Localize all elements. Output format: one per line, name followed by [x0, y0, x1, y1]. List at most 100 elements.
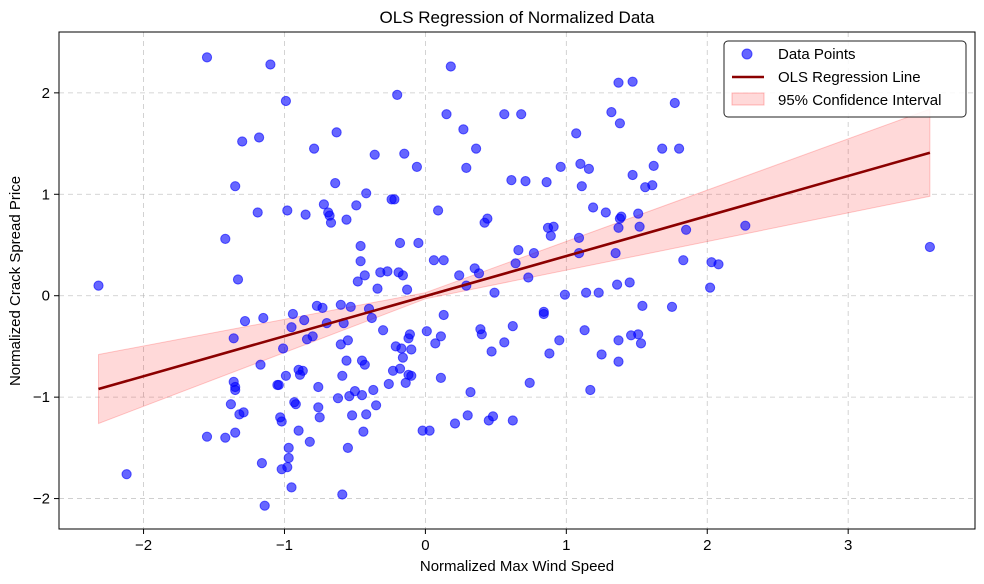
data-point: [293, 425, 304, 436]
data-point: [406, 344, 417, 355]
regression-line: [98, 151, 931, 391]
data-point: [335, 299, 346, 310]
data-point: [378, 325, 389, 336]
data-point: [548, 221, 559, 232]
data-point: [428, 255, 439, 266]
data-point: [579, 325, 590, 336]
data-point: [238, 407, 249, 418]
data-point: [358, 426, 369, 437]
data-point: [258, 312, 269, 324]
data-point: [541, 177, 552, 188]
data-point: [121, 469, 132, 480]
data-point: [454, 270, 465, 281]
data-point: [278, 343, 289, 354]
data-point: [507, 321, 518, 332]
data-point: [201, 431, 213, 442]
data-point: [613, 77, 624, 88]
data-point: [510, 258, 521, 269]
data-point: [239, 316, 251, 327]
data-point: [361, 188, 372, 199]
data-point: [309, 143, 320, 154]
data-point: [554, 335, 565, 346]
data-point: [252, 207, 263, 218]
data-point: [313, 381, 324, 393]
data-point: [499, 337, 510, 348]
regression-line-layer: [98, 151, 931, 391]
data-point: [273, 379, 284, 391]
data-point: [369, 149, 380, 160]
data-point: [283, 442, 294, 453]
y-tick-label: 0: [42, 288, 50, 305]
data-point: [313, 402, 324, 413]
data-point: [361, 409, 372, 420]
data-point: [614, 118, 626, 129]
data-point: [228, 333, 239, 344]
data-point: [433, 205, 444, 216]
data-point: [342, 335, 353, 346]
data-point: [524, 377, 535, 388]
data-point: [520, 176, 531, 187]
y-axis-title: Normalized Crack Spread Price: [7, 176, 24, 386]
data-point: [318, 199, 329, 210]
plot-frame: [58, 31, 976, 530]
data-point: [637, 300, 648, 311]
data-point: [489, 287, 500, 298]
data-point: [397, 270, 408, 281]
data-point: [383, 378, 394, 390]
x-tick-label: −1: [276, 537, 293, 554]
data-point: [449, 418, 461, 429]
data-point: [435, 331, 446, 342]
x-tick-label: 1: [562, 537, 570, 554]
data-point: [282, 462, 293, 473]
x-tick-label: 3: [844, 537, 852, 554]
data-point: [359, 359, 370, 370]
data-point: [201, 52, 213, 63]
y-tick-label: −1: [33, 389, 50, 406]
data-point: [404, 329, 415, 340]
data-point: [225, 399, 236, 410]
x-tick-label: 0: [421, 537, 429, 554]
data-point: [392, 89, 403, 101]
data-point: [286, 482, 297, 493]
data-point: [413, 237, 424, 249]
data-point: [402, 284, 413, 295]
data-point: [230, 427, 241, 438]
data-point: [255, 359, 266, 370]
data-point: [299, 315, 310, 326]
data-point: [513, 245, 524, 256]
data-point: [555, 161, 566, 172]
data-point: [356, 390, 368, 401]
data-point: [265, 59, 276, 70]
data-point: [372, 283, 383, 294]
data-point: [613, 222, 624, 233]
data-point: [389, 194, 400, 205]
data-point: [280, 370, 291, 381]
data-point: [681, 224, 692, 235]
data-point: [633, 329, 644, 340]
data-point: [314, 412, 325, 423]
data-point: [486, 346, 497, 357]
data-point: [337, 489, 348, 500]
data-point: [359, 270, 370, 281]
data-point: [596, 349, 607, 360]
data-point: [674, 143, 685, 154]
data-point: [571, 128, 582, 139]
data-point: [507, 415, 518, 426]
data-point: [593, 287, 604, 298]
data-point: [283, 452, 294, 464]
y-tick-label: 1: [42, 186, 50, 203]
data-point: [438, 255, 449, 266]
data-point: [476, 329, 487, 340]
data-point: [538, 308, 549, 320]
data-point: [610, 248, 621, 259]
data-point: [487, 411, 499, 422]
data-point: [516, 109, 527, 120]
data-point: [473, 268, 485, 279]
x-tick-label: 2: [703, 537, 711, 554]
data-point: [462, 410, 473, 421]
data-point: [445, 61, 456, 72]
data-point: [382, 266, 393, 277]
data-point: [280, 95, 291, 107]
data-point: [317, 302, 328, 313]
